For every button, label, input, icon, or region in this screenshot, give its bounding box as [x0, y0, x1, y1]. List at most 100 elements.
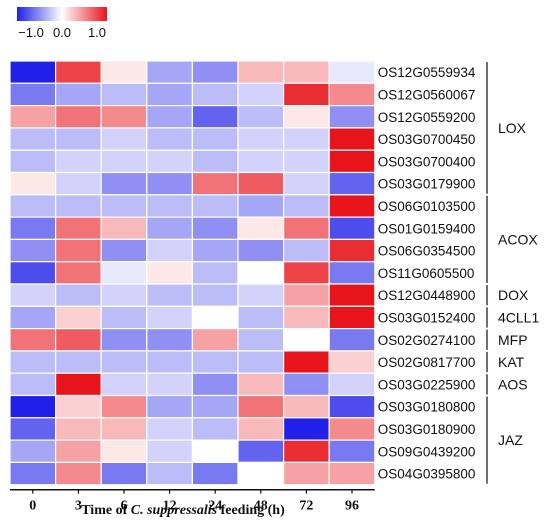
heatmap-cell [328, 439, 376, 464]
heatmap-cell [191, 439, 239, 464]
heatmap-cell [54, 394, 102, 419]
heatmap-cell [191, 60, 239, 84]
heatmap-cell [328, 305, 376, 330]
heatmap-cell [328, 149, 376, 174]
row-label: OS12G0448900 [378, 288, 476, 303]
row-label: OS03G0152400 [378, 310, 476, 325]
heatmap-cell [146, 238, 194, 263]
heatmap-cell [9, 417, 57, 441]
row-label: OS06G0354500 [378, 244, 476, 259]
heatmap-cell [9, 82, 57, 107]
heatmap-cell [9, 394, 57, 419]
heatmap-cell [54, 461, 102, 486]
heatmap-cell [191, 104, 239, 129]
heatmap-cell [146, 216, 194, 241]
row-label: OS12G0559200 [378, 110, 476, 125]
heatmap-cell [191, 194, 239, 218]
heatmap-cell [9, 283, 57, 307]
x-tick-label: 48 [254, 499, 268, 514]
legend-tick-mid: 0.0 [53, 25, 71, 40]
heatmap-cell [146, 372, 194, 397]
heatmap-cell [283, 171, 330, 196]
row-label: OS12G0560067 [378, 87, 476, 102]
heatmap-cell [100, 328, 148, 352]
heatmap-cell [146, 328, 194, 352]
heatmap-cell [328, 127, 376, 151]
heatmap-cell [146, 305, 194, 330]
x-tick-label: 72 [299, 499, 313, 514]
heatmap-cell [237, 238, 285, 263]
x-axis-label-prefix: Time of [81, 503, 131, 518]
heatmap-cell [146, 149, 194, 174]
heatmap-cell [283, 216, 330, 241]
row-label: OS03G0179900 [378, 177, 476, 192]
heatmap-cell [283, 194, 330, 218]
heatmap-cell [283, 439, 330, 464]
group-label: AOS [498, 376, 528, 392]
heatmap-cell [237, 283, 285, 307]
heatmap-cell [146, 171, 194, 196]
heatmap-cells [9, 60, 376, 486]
heatmap-cell [9, 261, 57, 285]
heatmap-cell [283, 60, 330, 84]
heatmap-cell [237, 171, 285, 196]
heatmap-cell [191, 305, 239, 330]
heatmap-cell [9, 104, 57, 129]
heatmap-cell [9, 60, 57, 84]
heatmap-cell [146, 283, 194, 307]
heatmap-cell [100, 261, 148, 285]
group-label: MFP [498, 332, 528, 348]
row-label: OS11G0605500 [378, 266, 475, 281]
heatmap-cell [283, 82, 330, 107]
group-label: ACOX [498, 231, 538, 247]
heatmap-cell [283, 149, 330, 174]
heatmap-cell [9, 350, 57, 374]
heatmap-cell [237, 60, 285, 84]
heatmap-cell [54, 104, 102, 129]
heatmap-cell [283, 328, 330, 352]
heatmap-cell [100, 171, 148, 196]
row-label: OS06G0103500 [378, 199, 476, 214]
heatmap-cell [9, 328, 57, 352]
row-label: OS02G0817700 [378, 355, 476, 370]
heatmap-cell [328, 417, 376, 441]
heatmap-cell [54, 283, 102, 307]
heatmap-cell [100, 82, 148, 107]
heatmap-cell [100, 60, 148, 84]
heatmap-cell [237, 127, 285, 151]
heatmap-cell [191, 171, 239, 196]
heatmap-cell [54, 439, 102, 464]
heatmap-cell [283, 417, 330, 441]
heatmap-cell [100, 417, 148, 441]
heatmap-cell [237, 417, 285, 441]
heatmap-cell [100, 104, 148, 129]
heatmap-cell [283, 261, 330, 285]
heatmap-cell [328, 104, 376, 129]
heatmap-cell [54, 261, 102, 285]
row-labels: OS12G0559934 OS12G0560067 OS12G0559200 OS03… [378, 65, 476, 481]
row-label: OS03G0700400 [378, 154, 476, 169]
row-label: OS01G0159400 [378, 221, 476, 236]
heatmap-cell [9, 372, 57, 397]
heatmap-cell [237, 305, 285, 330]
heatmap-cell [9, 216, 57, 241]
heatmap-cell [100, 127, 148, 151]
x-axis-label: Time of C. suppressalis feeding (h) [81, 503, 285, 518]
legend-tick-min: −1.0 [18, 25, 44, 40]
heatmap-cell [328, 261, 376, 285]
heatmap-cell [328, 461, 376, 486]
heatmap-cell [191, 283, 239, 307]
color-legend: −1.0 0.0 1.0 [17, 7, 107, 40]
x-axis-label-species: C. suppressalis [131, 503, 218, 518]
heatmap-cell [237, 82, 285, 107]
x-tick-label: 3 [75, 499, 82, 514]
legend-tick-max: 1.0 [88, 25, 106, 40]
heatmap-cell [100, 149, 148, 174]
heatmap-cell [146, 439, 194, 464]
heatmap-cell [100, 439, 148, 464]
heatmap-cell [100, 283, 148, 307]
heatmap-cell [328, 328, 376, 352]
heatmap-cell [283, 372, 330, 397]
heatmap-cell [146, 261, 194, 285]
